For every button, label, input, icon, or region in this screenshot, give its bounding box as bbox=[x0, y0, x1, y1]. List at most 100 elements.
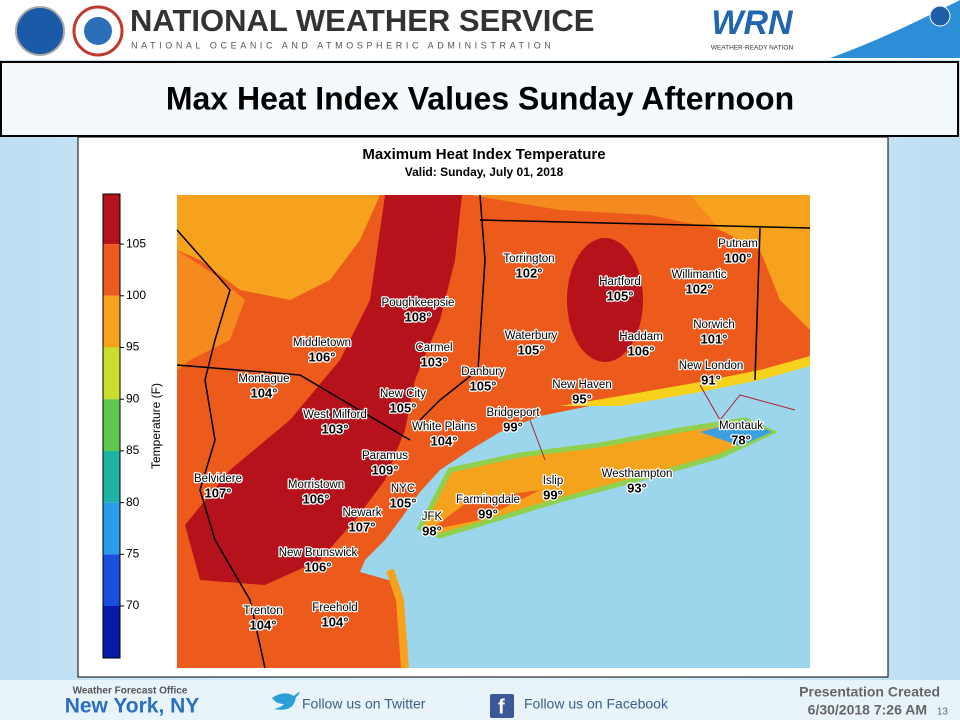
wrn-tagline: WEATHER-READY NATION bbox=[711, 45, 794, 52]
city-value: 104° bbox=[431, 433, 458, 448]
colorbar-tick-label: 90 bbox=[126, 391, 140, 405]
city-value: 91° bbox=[701, 372, 721, 387]
city-name: Trenton bbox=[243, 605, 282, 617]
zone-105-ct bbox=[567, 238, 643, 362]
zone-105 bbox=[185, 195, 462, 585]
colorbar-segment bbox=[103, 554, 120, 606]
header-bar bbox=[0, 0, 960, 60]
montauk-cool bbox=[700, 420, 772, 446]
city-name: Bridgeport bbox=[486, 407, 540, 419]
created-label: Presentation Created bbox=[799, 684, 940, 700]
city-name: Montague bbox=[238, 373, 289, 385]
city-value: 103° bbox=[322, 421, 349, 436]
city-value: 93° bbox=[627, 480, 647, 495]
nws-logo-inner bbox=[84, 17, 112, 45]
page-number: 13 bbox=[937, 707, 949, 718]
city-value: 108° bbox=[405, 309, 432, 324]
header-subtitle: NATIONAL OCEANIC AND ATMOSPHERIC ADMINIS… bbox=[131, 40, 554, 50]
city-value: 78° bbox=[731, 432, 751, 447]
facebook-link[interactable]: Follow us on Facebook bbox=[524, 696, 669, 712]
city-value: 107° bbox=[349, 519, 376, 534]
office-name: New York, NY bbox=[65, 695, 200, 718]
colorbar-frame bbox=[102, 193, 121, 659]
colorbar-label: Temperature (F) bbox=[149, 383, 163, 469]
ny-pa-border bbox=[176, 229, 231, 381]
city-name: Putnam bbox=[718, 238, 758, 250]
zone-100 bbox=[177, 250, 245, 370]
colorbar-segment bbox=[103, 399, 120, 451]
map-valid: Valid: Sunday, July 01, 2018 bbox=[405, 165, 564, 179]
city-name: Danbury bbox=[461, 366, 505, 378]
city-name: Farmingdale bbox=[456, 494, 520, 506]
colorbar-segment bbox=[103, 606, 120, 658]
city-name: Morristown bbox=[288, 479, 344, 491]
noaa-logo bbox=[15, 6, 65, 56]
ny-ct-border bbox=[419, 194, 486, 421]
city-value: 98° bbox=[422, 523, 442, 538]
map bbox=[176, 194, 811, 669]
long-island-west bbox=[430, 490, 540, 530]
facebook-icon[interactable] bbox=[490, 694, 514, 718]
colorbar-tick-label: 85 bbox=[126, 443, 140, 457]
city-labels: Torrington102°Hartford105°Putnam100°Will… bbox=[193, 237, 765, 634]
city-name: Waterbury bbox=[505, 330, 558, 342]
city-name: JFK bbox=[422, 511, 443, 523]
city-name: Haddam bbox=[619, 331, 662, 343]
colorbar-tick-label: 80 bbox=[126, 495, 140, 509]
city-name: Hartford bbox=[599, 276, 641, 288]
city-value: 104° bbox=[250, 617, 277, 632]
ny-nj-border bbox=[176, 364, 411, 441]
city-name: New Haven bbox=[552, 379, 611, 391]
ct-ma-border bbox=[479, 219, 811, 229]
nj-shore bbox=[386, 568, 409, 669]
city-value: 95° bbox=[572, 391, 592, 406]
zone-95-east bbox=[690, 195, 810, 330]
city-value: 105° bbox=[518, 342, 545, 357]
colorbar-tick-label: 75 bbox=[126, 546, 140, 560]
city-name: White Plains bbox=[412, 421, 476, 433]
created-date: 6/30/2018 7:26 AM bbox=[808, 702, 927, 718]
city-value: 106° bbox=[309, 349, 336, 364]
city-value: 105° bbox=[390, 400, 417, 415]
city-name: Paramus bbox=[362, 450, 408, 462]
city-name: Middletown bbox=[293, 337, 351, 349]
city-name: Carmel bbox=[415, 342, 452, 354]
header-swoosh bbox=[830, 0, 960, 58]
footer-bar bbox=[0, 680, 960, 720]
dept-logo bbox=[929, 5, 951, 27]
facebook-glyph: f bbox=[498, 696, 505, 718]
city-value: 105° bbox=[607, 288, 634, 303]
twitter-icon[interactable] bbox=[272, 692, 300, 710]
city-name: New London bbox=[679, 360, 744, 372]
city-value: 105° bbox=[470, 378, 497, 393]
twitter-link[interactable]: Follow us on Twitter bbox=[302, 696, 426, 712]
city-name: Torrington bbox=[503, 253, 554, 265]
city-value: 109° bbox=[372, 462, 399, 477]
city-value: 106° bbox=[628, 343, 655, 358]
city-value: 105° bbox=[390, 495, 417, 510]
city-value: 102° bbox=[516, 265, 543, 280]
colorbar-tick-label: 100 bbox=[126, 288, 146, 302]
zone-95 bbox=[177, 195, 380, 300]
city-value: 107° bbox=[205, 485, 232, 500]
city-value: 103° bbox=[421, 354, 448, 369]
colorbar-tick-label: 95 bbox=[126, 340, 140, 354]
city-name: New Brunswick bbox=[279, 547, 358, 559]
colorbar-segment bbox=[103, 295, 120, 348]
colorbar-segment bbox=[103, 347, 120, 400]
colorbar-segment bbox=[103, 194, 120, 245]
slide-title: Max Heat Index Values Sunday Afternoon bbox=[166, 80, 794, 116]
city-name: Poughkeepsie bbox=[382, 297, 455, 309]
office-label: Weather Forecast Office bbox=[73, 686, 188, 697]
city-value: 102° bbox=[686, 281, 713, 296]
city-value: 106° bbox=[305, 559, 332, 574]
city-value: 101° bbox=[701, 331, 728, 346]
city-name: New City bbox=[380, 388, 426, 400]
marine-lines bbox=[529, 384, 796, 461]
city-name: Freehold bbox=[312, 602, 357, 614]
colorbar: 105 100 95 90 85 80 75 70 bbox=[102, 193, 146, 659]
colorbar-segment bbox=[103, 244, 120, 296]
ct-ri-border bbox=[754, 227, 761, 381]
map-title: Maximum Heat Index Temperature bbox=[362, 146, 605, 163]
